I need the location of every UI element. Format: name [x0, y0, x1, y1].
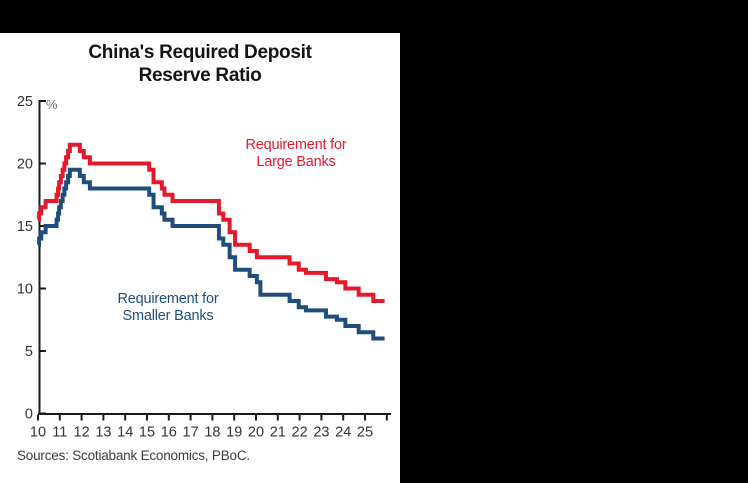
x-tick-label: 11 — [52, 425, 67, 441]
y-tick-label: 15 — [17, 219, 33, 235]
large-banks-label: Requirement for Large Banks — [184, 137, 408, 170]
x-tick-label: 10 — [30, 425, 46, 441]
x-tick-label: 20 — [248, 425, 264, 441]
x-tick-label: 19 — [226, 425, 242, 441]
large-banks-line — [37, 142, 385, 303]
chart-panel: China's Required Deposit Reserve Ratio %… — [0, 33, 400, 483]
x-tick-label: 18 — [204, 425, 220, 441]
x-tick-label: 23 — [313, 425, 329, 441]
x-tick-label: 15 — [139, 425, 155, 441]
chart-title: China's Required Deposit Reserve Ratio — [0, 41, 400, 87]
y-tick-label: 20 — [17, 157, 33, 173]
right-black-panel — [400, 0, 748, 483]
x-tick-label: 17 — [183, 425, 199, 441]
x-tick-label: 25 — [357, 425, 373, 441]
x-tick-label: 13 — [95, 425, 111, 441]
y-tick-label: 10 — [17, 282, 33, 298]
y-tick-label: 0 — [25, 407, 33, 423]
large-banks-label-line1: Requirement for — [245, 137, 347, 153]
chart-plot: 0 5 10 15 20 25 10 11 12 13 14 15 16 17 18 19 20 21 22 23 24… — [17, 94, 391, 441]
smaller-banks-label: Requirement for Smaller Banks — [56, 291, 280, 324]
large-banks-label-line2: Large Banks — [256, 153, 336, 170]
y-tick-label: 5 — [25, 344, 33, 360]
y-tick-label: 25 — [17, 94, 33, 110]
x-tick-label: 21 — [270, 425, 286, 441]
x-tick-label: 12 — [74, 425, 90, 441]
x-tick-label: 22 — [292, 425, 308, 441]
percent-unit-label: % — [46, 97, 58, 112]
source-note: Sources: Scotiabank Economics, PBoC. — [17, 448, 250, 463]
smaller-banks-label-line2: Smaller Banks — [122, 307, 214, 324]
smaller-banks-label-line1: Requirement for — [117, 291, 219, 307]
smaller-banks-line — [37, 167, 385, 341]
chart-title-line1: China's Required Deposit — [88, 42, 312, 63]
x-tick-label: 16 — [161, 425, 177, 441]
x-tick-label: 14 — [117, 425, 133, 441]
chart-title-line2: Reserve Ratio — [138, 65, 262, 86]
x-tick-label: 24 — [335, 425, 351, 441]
